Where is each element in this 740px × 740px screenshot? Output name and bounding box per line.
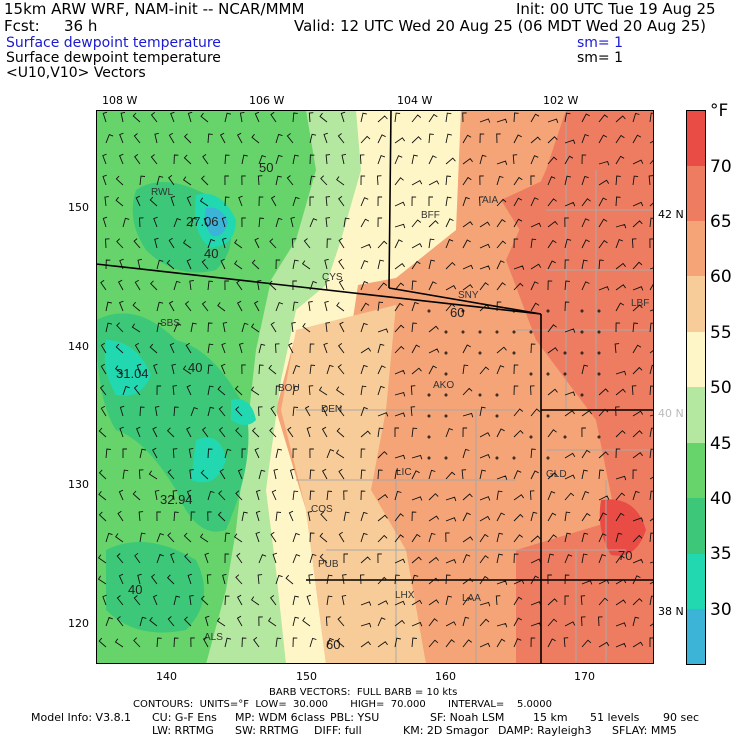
model-info-mp: MP: WDM 6class	[235, 711, 325, 724]
colorbar-label-50: 50	[710, 378, 732, 398]
band-70-75	[599, 499, 646, 556]
colorbar	[686, 110, 706, 665]
lon-label-102w: 102 W	[543, 94, 579, 107]
model-info-pbl: PBL: YSU	[330, 711, 380, 724]
x-tick-170: 170	[574, 670, 595, 683]
y-tick-140: 140	[68, 340, 89, 353]
station-lbf: LBF	[631, 298, 649, 309]
y-tick-130: 130	[68, 478, 89, 491]
x-tick-150: 150	[296, 670, 317, 683]
forecast-hour: 36 h	[64, 17, 98, 35]
x-tick-140: 140	[156, 670, 177, 683]
colorbar-unit: °F	[710, 101, 729, 121]
station-sbs: SBS	[160, 318, 180, 329]
station-rwl: RWL	[151, 187, 173, 198]
contour-label-70: 70	[618, 548, 632, 563]
dewpoint-map: RWL BFF AIA CYS SNY LBF SBS AKO BOU DEN …	[96, 110, 654, 664]
init-time: Init: 00 UTC Tue 19 Aug 25	[516, 0, 716, 18]
colorbar-label-40: 40	[710, 489, 732, 509]
colorbar-label-60: 60	[710, 267, 732, 287]
contour-label-40-south: 40	[128, 582, 142, 597]
contour-label-40-central: 40	[188, 360, 202, 375]
model-info-dt: 90 sec	[663, 711, 700, 724]
y-tick-120: 120	[68, 617, 89, 630]
vector-title: <U10,V10> Vectors	[6, 65, 146, 81]
band-55-60	[281, 305, 426, 664]
contour-label-50: 50	[259, 160, 273, 175]
map-frame	[96, 110, 654, 664]
valid-time: Valid: 12 UTC Wed 20 Aug 25 (06 MDT Wed …	[294, 17, 707, 35]
band-30-35-east	[231, 399, 256, 425]
station-ako: AKO	[433, 380, 454, 391]
contour-labels: 50 27.06 40 60 31.04 40 32.94 40 60 70	[116, 160, 632, 652]
model-info-sf: SF: Noah LSM	[430, 711, 505, 724]
barb-legend: BARB VECTORS: FULL BARB = 10 kts	[269, 687, 458, 698]
contour-label-60-north: 60	[450, 305, 464, 320]
contour-label-min-south: 32.94	[160, 492, 193, 507]
band-65-70-north	[501, 170, 616, 260]
contour-label-40-north: 40	[204, 246, 218, 261]
co-ne-border	[388, 287, 542, 315]
colorbar-label-35: 35	[710, 544, 732, 564]
station-pub: PUB	[318, 559, 339, 570]
contour-label-min-north: 27.06	[186, 214, 219, 229]
state-boundaries	[96, 110, 654, 664]
colorbar-label-30: 30	[710, 600, 732, 620]
wind-barb-field	[97, 111, 654, 648]
colorbar-label-70: 70	[710, 157, 732, 177]
station-als: ALS	[204, 632, 223, 643]
model-info-res: 15 km	[533, 711, 568, 724]
band-30-35-west	[104, 340, 151, 396]
station-laa: LAA	[462, 593, 481, 604]
forecast-label: Fcst:	[4, 17, 40, 35]
model-info-levels: 51 levels	[590, 711, 640, 724]
contour-label-min-west: 31.04	[116, 366, 149, 381]
contour-legend: CONTOURS: UNITS=°F LOW= 30.000 HIGH= 70.…	[133, 699, 552, 710]
lat-label-42n: 42 N	[658, 208, 684, 221]
station-cys: CYS	[322, 272, 343, 283]
lat-label-38n: 38 N	[658, 605, 684, 618]
model-title: 15km ARW WRF, NAM-init -- NCAR/MMM	[4, 0, 305, 18]
field-title-2: Surface dewpoint temperature	[6, 50, 221, 66]
model-info-lw: LW: RRTMG	[152, 724, 214, 737]
smoothing-2: sm= 1	[577, 50, 624, 66]
model-info-sflay: SFLAY: MM5	[612, 724, 677, 737]
colorbar-label-65: 65	[710, 212, 732, 232]
wy-co-border	[96, 263, 542, 315]
station-bff: BFF	[421, 210, 440, 221]
field-title-1: Surface dewpoint temperature	[6, 35, 221, 51]
band-60-65-west	[396, 260, 496, 340]
station-aia: AIA	[482, 195, 498, 206]
lon-label-106w: 106 W	[249, 94, 285, 107]
y-tick-150: 150	[68, 201, 89, 214]
lon-label-108w: 108 W	[102, 94, 138, 107]
station-den: DEN	[321, 404, 342, 415]
smoothing-1: sm= 1	[577, 35, 624, 51]
station-lic: LIC	[396, 467, 412, 478]
model-info-cu: CU: G-F Ens	[152, 711, 217, 724]
model-info-label: Model Info: V3.8.1	[31, 711, 132, 724]
colorbar-label-55: 55	[710, 323, 732, 343]
lat-label-40n: 40 N	[658, 407, 684, 420]
model-info-damp: DAMP: Rayleigh3	[498, 724, 592, 737]
model-info-diff: DIFF: full	[314, 724, 362, 737]
station-sny: SNY	[458, 290, 479, 301]
colorbar-label-45: 45	[710, 434, 732, 454]
station-cos: COS	[311, 504, 333, 515]
band-35-40-south	[106, 542, 204, 633]
model-info-sw: SW: RRTMG	[235, 724, 299, 737]
x-tick-160: 160	[435, 670, 456, 683]
wind-barbs	[97, 111, 654, 648]
station-lhx: LHX	[395, 590, 415, 601]
band-25-30	[204, 207, 228, 237]
wy-ne-border	[388, 110, 392, 289]
band-30-35-south	[191, 437, 226, 483]
station-bou: BOU	[278, 383, 300, 394]
model-info-km: KM: 2D Smagor	[403, 724, 489, 737]
lon-label-104w: 104 W	[397, 94, 433, 107]
